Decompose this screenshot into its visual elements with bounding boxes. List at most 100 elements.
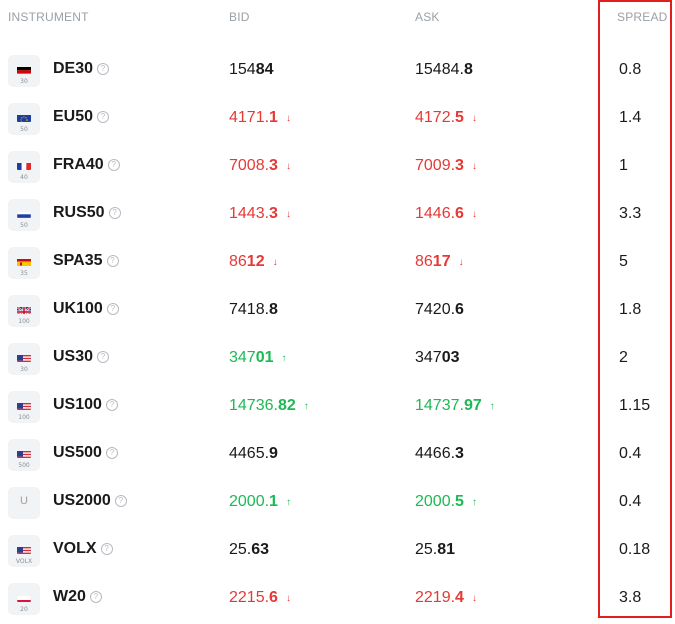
header-instrument[interactable]: INSTRUMENT [8,10,89,24]
down-arrow-icon: ↓ [285,209,291,220]
table-row[interactable]: 50 RUS50? 1443.3 ↓ 1446.6 ↓ 3.3 [0,191,675,239]
badge-subtitle: 50 [20,222,28,229]
bid-price[interactable]: 14736.82 ↑ [229,397,309,415]
instrument-name[interactable]: W20? [53,588,102,606]
ask-price[interactable]: 2000.5 ↑ [415,493,477,511]
table-row[interactable]: 35 SPA35? 8612 ↓ 8617 ↓ 5 [0,239,675,287]
instrument-label: US2000 [53,492,111,509]
table-row[interactable]: 500 US500? 4465.9 4466.3 0.4 [0,431,675,479]
ask-price[interactable]: 7009.3 ↓ [415,157,477,175]
bid-price[interactable]: 25.63 [229,541,269,559]
bid-price[interactable]: 1443.3 ↓ [229,205,291,223]
up-arrow-icon: ↑ [471,497,477,508]
help-icon[interactable]: ? [114,495,127,507]
help-icon[interactable]: ? [106,255,119,267]
help-icon[interactable]: ? [108,207,121,219]
bid-price-pips: 6 [269,589,278,606]
instrument-name[interactable]: EU50? [53,108,110,126]
header-spread[interactable]: SPREAD [617,10,668,24]
ask-price[interactable]: 2219.4 ↓ [415,589,477,607]
table-row[interactable]: 20 W20? 2215.6 ↓ 2219.4 ↓ 3.8 [0,575,675,623]
instrument-label: VOLX [53,540,97,557]
ask-price[interactable]: 8617 ↓ [415,253,464,271]
ask-price[interactable]: 4172.5 ↓ [415,109,477,127]
ask-price-pips: 97 [463,397,482,414]
ask-price[interactable]: 15484.8 [415,61,473,79]
table-row[interactable]: 30 US30? 34701 ↑ 34703 2 [0,335,675,383]
help-icon[interactable]: ? [100,543,113,555]
table-row[interactable]: VOLX VOLX? 25.63 25.81 0.18 [0,527,675,575]
bid-price[interactable]: 7008.3 ↓ [229,157,291,175]
instrument-name[interactable]: FRA40? [53,156,120,174]
instrument-name[interactable]: DE30? [53,60,110,78]
bid-price-pips: 1 [269,109,278,126]
down-arrow-icon: ↓ [471,209,477,220]
help-icon[interactable]: ? [107,159,120,171]
bid-price[interactable]: 4465.9 [229,445,278,463]
bid-price[interactable]: 4171.1 ↓ [229,109,291,127]
badge-subtitle: 30 [20,78,28,85]
instrument-badge: 35 [8,247,40,279]
instrument-badge: 100 [8,295,40,327]
ask-price[interactable]: 14737.97 ↑ [415,397,495,415]
bid-price[interactable]: 34701 ↑ [229,349,287,367]
instrument-name[interactable]: US30? [53,348,110,366]
down-arrow-icon: ↓ [272,257,278,268]
help-icon[interactable]: ? [105,447,118,459]
header-ask[interactable]: ASK [415,10,440,24]
table-row[interactable]: U US2000? 2000.1 ↑ 2000.5 ↑ 0.4 [0,479,675,527]
spread-value: 0.4 [619,445,642,462]
us-flag-icon [17,352,31,362]
table-row[interactable]: 30 DE30? 15484 15484.8 0.8 [0,47,675,95]
instrument-label: UK100 [53,300,103,317]
instrument-name[interactable]: VOLX? [53,540,113,558]
down-arrow-icon: ↓ [458,257,464,268]
up-arrow-icon: ↑ [303,401,309,412]
bid-price[interactable]: 8612 ↓ [229,253,278,271]
instrument-name[interactable]: US500? [53,444,118,462]
instrument-badge: 40 [8,151,40,183]
bid-price[interactable]: 2000.1 ↑ [229,493,291,511]
ask-price[interactable]: 25.81 [415,541,455,559]
bid-price-main: 25. [229,541,252,558]
ru-flag-icon [17,208,31,218]
help-icon[interactable]: ? [97,111,110,123]
ask-price-pips: 6 [455,205,464,222]
bid-price-main: 4465. [229,445,270,462]
down-arrow-icon: ↓ [471,113,477,124]
header-bid[interactable]: BID [229,10,250,24]
table-row[interactable]: 100 UK100? 7418.8 7420.6 1.8 [0,287,675,335]
table-row[interactable]: 50 EU50? 4171.1 ↓ 4172.5 ↓ 1.4 [0,95,675,143]
instrument-name[interactable]: RUS50? [53,204,121,222]
bid-price[interactable]: 15484 [229,61,274,79]
bid-price[interactable]: 2215.6 ↓ [229,589,291,607]
spread-value: 5 [619,253,628,270]
instrument-badge: 50 [8,199,40,231]
badge-subtitle: 500 [18,462,30,469]
bid-price-main: 154 [229,61,256,78]
help-icon[interactable]: ? [97,351,110,363]
down-arrow-icon: ↓ [471,161,477,172]
instrument-badge: 500 [8,439,40,471]
help-icon[interactable]: ? [106,303,119,315]
ask-price[interactable]: 34703 [415,349,460,367]
bid-price-pips: 1 [269,493,278,510]
help-icon[interactable]: ? [89,591,102,603]
ask-price[interactable]: 7420.6 [415,301,464,319]
instrument-name[interactable]: SPA35? [53,252,119,270]
spread-value: 1.8 [619,301,642,318]
instrument-name[interactable]: US2000? [53,492,127,510]
instrument-name[interactable]: US100? [53,396,118,414]
ask-price-main: 7420. [415,301,456,318]
ask-price[interactable]: 1446.6 ↓ [415,205,477,223]
table-row[interactable]: 100 US100? 14736.82 ↑ 14737.97 ↑ 1.15 [0,383,675,431]
table-row[interactable]: 40 FRA40? 7008.3 ↓ 7009.3 ↓ 1 [0,143,675,191]
help-icon[interactable]: ? [105,399,118,411]
ask-price[interactable]: 4466.3 [415,445,464,463]
help-icon[interactable]: ? [97,63,110,75]
ask-price-pips: 17 [432,253,451,270]
spread-value: 1.15 [619,397,651,414]
bid-price[interactable]: 7418.8 [229,301,278,319]
ask-price-main: 14737. [415,397,464,414]
instrument-name[interactable]: UK100? [53,300,119,318]
